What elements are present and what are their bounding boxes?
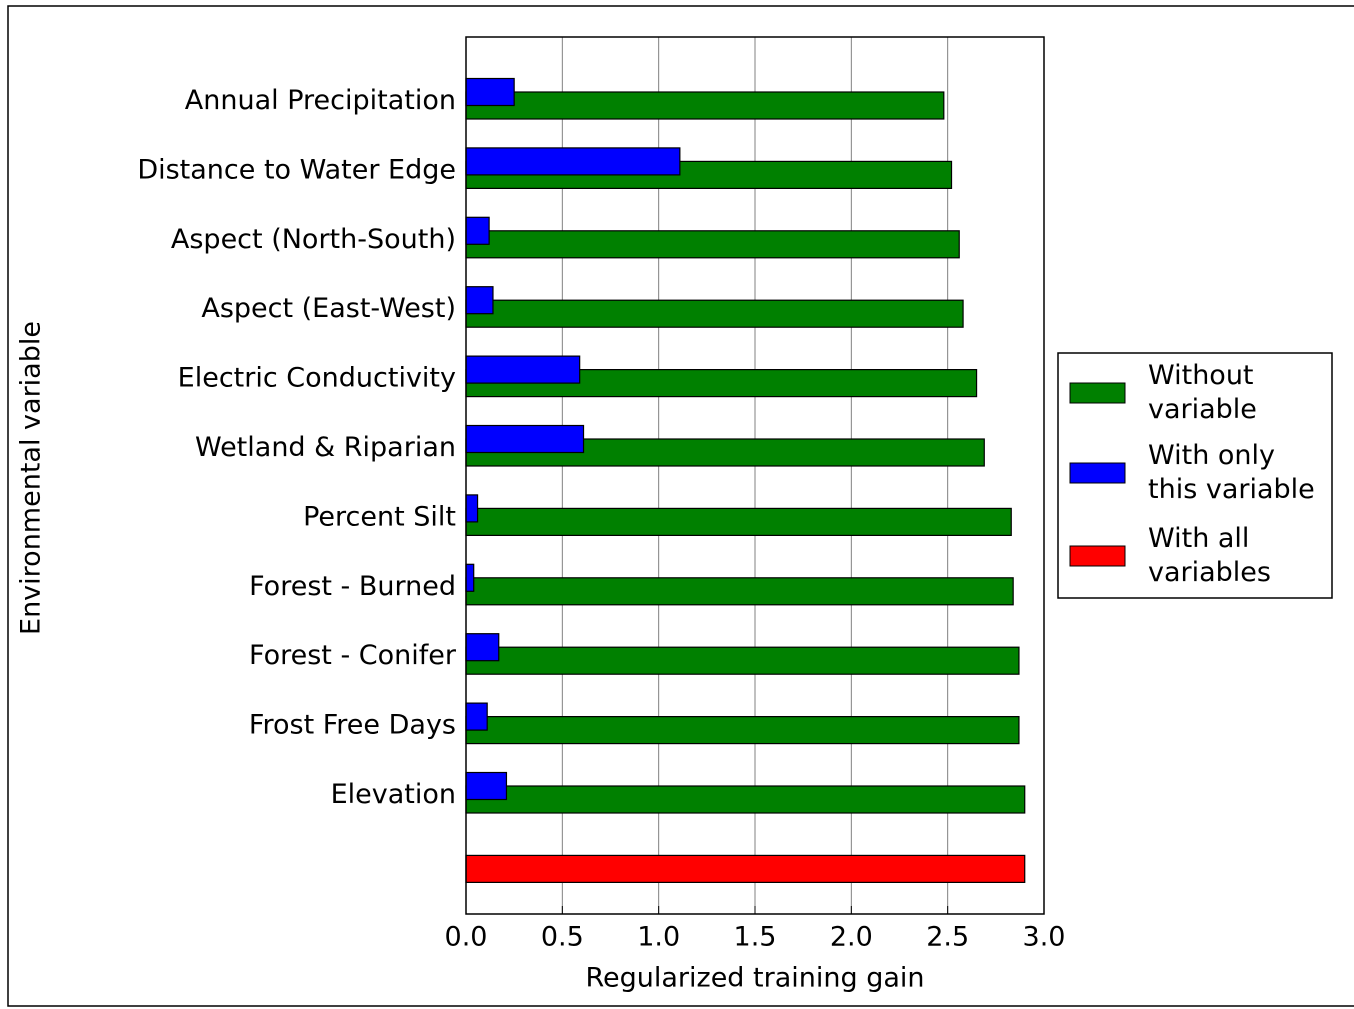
bar — [465, 507, 1012, 536]
y-tick-label: Distance to Water Edge — [137, 154, 456, 185]
bar — [465, 702, 488, 731]
x-tick-label: 0.0 — [445, 922, 488, 953]
y-tick-label: Frost Free Days — [249, 710, 456, 741]
x-tick-label: 1.0 — [637, 922, 680, 953]
y-tick-label: Forest - Burned — [249, 571, 456, 602]
y-tick-label: Elevation — [331, 779, 456, 810]
plot-area — [465, 36, 1045, 915]
y-tick-label: Electric Conductivity — [178, 363, 456, 394]
y-tick-label: Forest - Conifer — [249, 640, 457, 671]
bar — [465, 91, 945, 120]
y-tick-label: Percent Silt — [303, 501, 456, 532]
legend-swatch — [1069, 382, 1126, 404]
bar — [465, 77, 515, 107]
x-tick-label: 1.5 — [734, 922, 777, 953]
x-tick-label: 0.5 — [541, 922, 584, 953]
bar — [465, 633, 500, 662]
legend-label: Without variable — [1148, 360, 1257, 425]
y-axis-label: Environmental variable — [16, 321, 47, 635]
bar — [465, 424, 585, 454]
y-tick-label: Wetland & Riparian — [195, 432, 456, 463]
bar — [465, 771, 508, 801]
bar — [465, 147, 681, 176]
bar — [465, 563, 475, 592]
y-tick-label: Aspect (East-West) — [201, 293, 456, 324]
legend-swatch — [1069, 462, 1126, 484]
x-axis-label: Regularized training gain — [585, 963, 924, 994]
bar — [465, 577, 1014, 606]
y-tick-label: Aspect (North-South) — [171, 224, 456, 255]
bar — [465, 286, 494, 315]
bar — [465, 494, 479, 523]
bar — [465, 854, 1026, 884]
bar — [465, 216, 490, 245]
bar — [465, 355, 581, 384]
frame — [7, 5, 1354, 1007]
bar — [465, 715, 1020, 745]
x-tick-label: 2.5 — [926, 922, 969, 953]
legend-swatch — [1069, 545, 1126, 567]
y-tick-label: Annual Precipitation — [185, 85, 456, 116]
bar — [465, 299, 964, 328]
bar — [465, 646, 1020, 675]
bar — [465, 230, 960, 259]
legend-label: With only this variable — [1148, 440, 1315, 505]
x-tick-label: 2.0 — [830, 922, 873, 953]
x-tick-label: 3.0 — [1023, 922, 1066, 953]
bar — [465, 785, 1026, 814]
legend-label: With all variables — [1148, 523, 1271, 588]
